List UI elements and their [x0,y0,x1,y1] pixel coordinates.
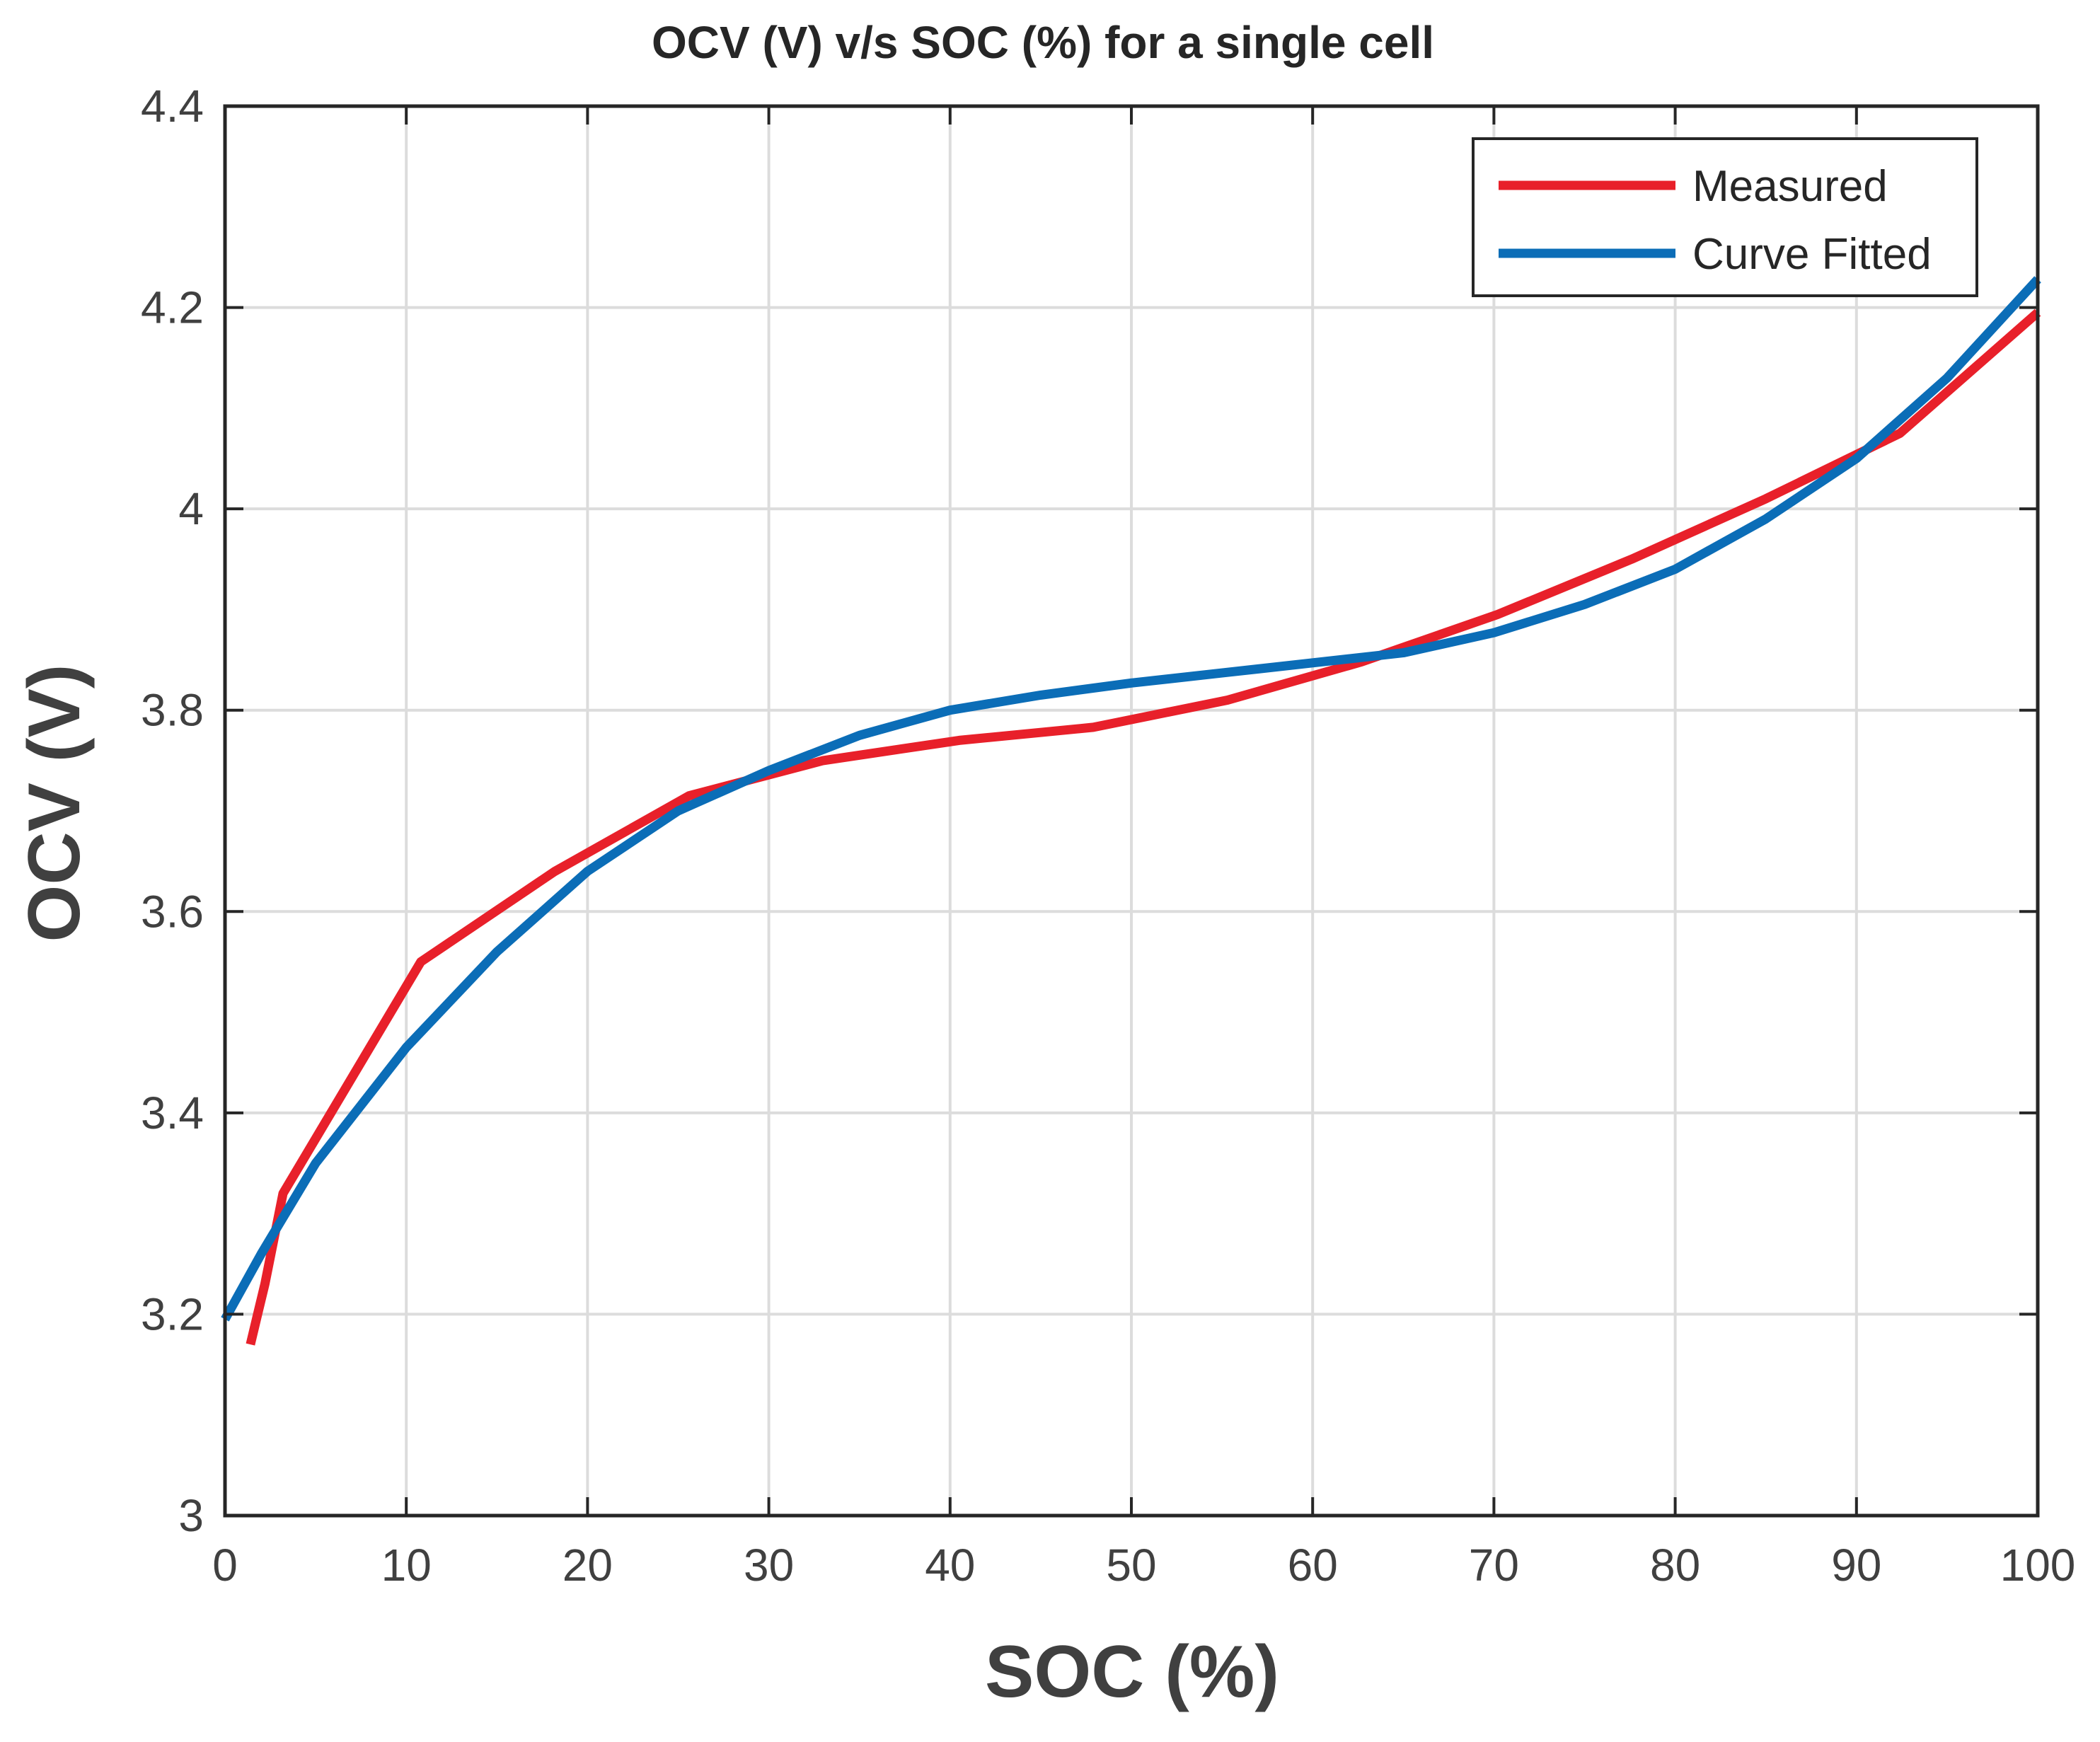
legend-label-measured: Measured [1692,162,1888,211]
legend: Measured Curve Fitted [1472,137,1978,297]
x-tick-label: 0 [212,1540,238,1591]
y-tick-label: 3.4 [141,1088,204,1138]
series-line-curve-fitted [221,276,2041,1322]
series-group [221,276,2041,1346]
x-tick-label: 20 [562,1540,613,1591]
chart-title: OCV (V) v/s SOC (%) for a single cell [652,17,1434,68]
x-tick-label: 80 [1650,1540,1700,1591]
y-tick-label: 3.2 [141,1288,204,1339]
legend-box [1472,137,1978,297]
x-tick-label: 30 [744,1540,794,1591]
x-tick-label: 70 [1469,1540,1519,1591]
y-axis-label: OCV (V) [13,664,96,942]
x-tick-label: 50 [1106,1540,1156,1591]
x-tick-label: 90 [1831,1540,1881,1591]
x-tick-label: 40 [925,1540,975,1591]
x-tick-labels: 0 10 20 30 40 50 60 70 80 90 100 [212,1540,2075,1591]
y-tick-label: 4 [178,483,204,534]
ticks [224,105,2039,1517]
y-tick-label: 3.6 [141,886,204,937]
x-tick-label: 100 [2000,1540,2076,1591]
y-tick-label: 3 [178,1490,204,1541]
y-tick-label: 3.8 [141,685,204,736]
x-tick-label: 10 [381,1540,432,1591]
y-tick-labels: 3 3.2 3.4 3.6 3.8 4 4.2 4.4 [141,81,204,1541]
x-axis-label: SOC (%) [985,1631,1279,1713]
x-tick-label: 60 [1288,1540,1338,1591]
y-tick-label: 4.2 [141,282,204,333]
y-tick-label: 4.4 [141,81,204,132]
legend-label-curve-fitted: Curve Fitted [1692,230,1932,279]
